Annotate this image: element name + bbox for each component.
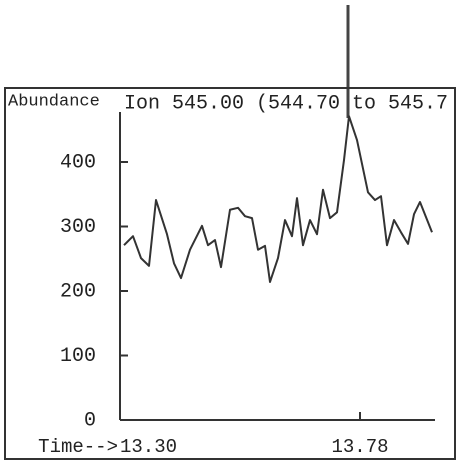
y-tick-label: 100	[60, 345, 96, 368]
chart-title: Ion 545.00 (544.70 to 545.7	[124, 92, 448, 115]
y-tick-label: 300	[60, 216, 96, 239]
frame	[4, 87, 456, 460]
y-tick-label: 400	[60, 151, 96, 174]
y-tick-label: 0	[84, 409, 96, 432]
x-tick-label: 13.78	[331, 436, 388, 458]
line-series	[123, 115, 433, 283]
y-axis-label: Abundance	[8, 92, 100, 111]
x-axis-label: Time-->	[38, 436, 118, 458]
y-tick-label: 200	[60, 280, 96, 303]
x-tick-label: 13.30	[120, 436, 177, 458]
